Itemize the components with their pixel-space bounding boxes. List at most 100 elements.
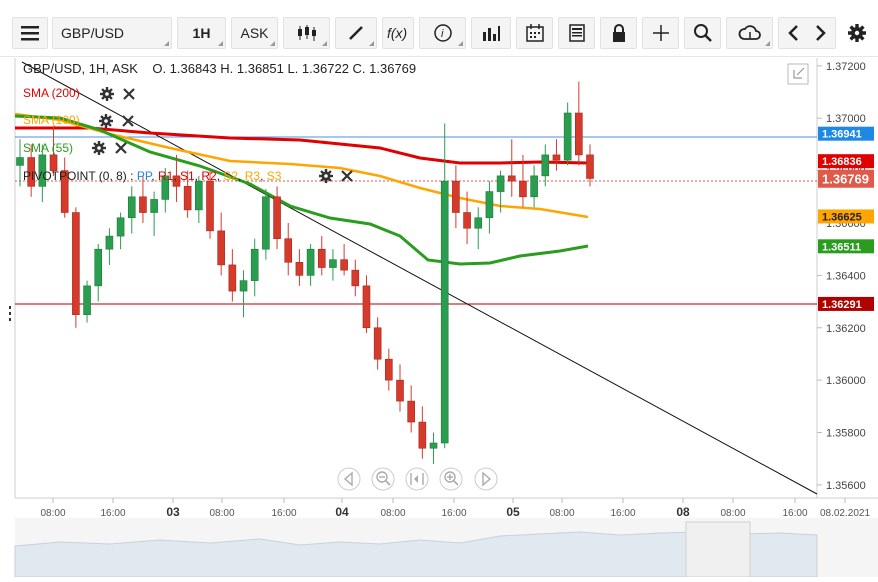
legend-sma-200-label: SMA (200) — [23, 86, 80, 100]
price-type-label: ASK — [240, 25, 269, 41]
lock-button[interactable] — [600, 17, 637, 49]
x-tick-label: 16:00 — [100, 508, 125, 519]
legend-icons — [92, 87, 353, 183]
calendar-button[interactable] — [516, 17, 553, 49]
price-chart[interactable]: 1.372001.370001.368001.366001.364001.362… — [0, 56, 878, 578]
price-badge-label: 1.36625 — [822, 211, 862, 223]
legend-pivot-label: PIVOTPOINT (0, 8) — [23, 169, 127, 183]
candle-body — [16, 157, 24, 166]
navigator-window[interactable] — [685, 521, 751, 578]
candle-body — [295, 261, 304, 276]
price-badge — [818, 169, 874, 188]
candle-body — [284, 238, 293, 263]
draw-tool-button[interactable] — [335, 17, 377, 49]
volume-button[interactable] — [471, 17, 511, 49]
sma-200-line — [15, 126, 589, 165]
symbol-selector[interactable]: GBP/USD — [52, 17, 172, 49]
x-tick-label: 08:00 — [720, 508, 745, 519]
crosshair-icon — [652, 25, 669, 41]
candle-body — [340, 259, 348, 271]
candle-body — [329, 259, 337, 268]
timeframe-label: 1H — [192, 25, 211, 41]
indicators-button[interactable]: f(x) — [382, 17, 414, 49]
candle-body — [507, 175, 516, 182]
zoom-in-icon[interactable] — [439, 467, 463, 491]
close-icon[interactable] — [341, 170, 353, 182]
candle-body — [496, 175, 505, 192]
y-tick-label: 1.36000 — [826, 375, 866, 387]
candle-body — [161, 175, 170, 200]
document-button[interactable] — [558, 17, 595, 49]
y-tick-label: 1.37200 — [826, 61, 866, 73]
y-tick-label: 1.36400 — [826, 270, 866, 282]
candle-body — [72, 212, 80, 315]
price-badges: 1.36941 1.36836 1.36769 1.36625 1.36511 1.362… — [818, 126, 874, 311]
price-badge-label: 1.36511 — [822, 241, 861, 253]
candle-body — [440, 180, 449, 444]
legend-sma-100[interactable]: SMA (100) — [23, 113, 80, 127]
gear-icon[interactable] — [100, 87, 114, 101]
timeframe-selector[interactable]: 1H — [177, 17, 226, 49]
price-type-selector[interactable]: ASK — [231, 17, 278, 49]
gear-icon — [848, 24, 866, 42]
candle-body — [127, 196, 136, 219]
cloud-button[interactable] — [726, 17, 773, 49]
chevron-right-icon[interactable] — [815, 24, 827, 42]
candle-body — [575, 112, 583, 156]
candle-body — [150, 199, 158, 213]
legend-sma-55[interactable]: SMA (55) — [23, 141, 73, 155]
price-badge — [818, 126, 874, 141]
close-icon[interactable] — [115, 142, 127, 154]
candles-icon — [297, 25, 316, 41]
gear-icon[interactable] — [92, 141, 106, 155]
zoom-out-icon[interactable] — [371, 467, 395, 491]
arrow-left-icon[interactable] — [337, 467, 361, 491]
candle-body — [139, 196, 147, 213]
menu-button[interactable] — [12, 17, 48, 49]
chevron-left-icon[interactable] — [787, 24, 799, 42]
legend-sma-200[interactable]: SMA (200) — [23, 86, 80, 100]
resize-handle[interactable] — [9, 306, 11, 321]
candle-body — [463, 212, 471, 229]
pivot-item-pp: PP — [136, 169, 152, 183]
info-icon: i — [433, 24, 452, 42]
close-icon[interactable] — [123, 88, 135, 100]
arrow-right-icon[interactable] — [474, 467, 498, 491]
x-tick-label: 16:00 — [271, 508, 296, 519]
x-tick-label: 16:00 — [441, 508, 466, 519]
candle-body — [306, 248, 315, 276]
x-tick-label: 08:00 — [549, 508, 574, 519]
settings-button[interactable] — [842, 17, 872, 49]
price-badge-label: 1.36941 — [822, 129, 862, 141]
info-button[interactable]: i — [419, 17, 466, 49]
candle-body — [317, 248, 326, 268]
cloud-icon — [738, 25, 761, 40]
svg-text:i: i — [441, 28, 444, 40]
gear-icon[interactable] — [319, 169, 333, 183]
chart-area[interactable]: 1.372001.370001.368001.366001.364001.362… — [0, 56, 878, 578]
fx-icon: f(x) — [387, 25, 407, 41]
calendar-icon — [525, 24, 544, 42]
gear-icon[interactable] — [99, 114, 113, 128]
lock-icon — [612, 24, 625, 42]
close-icon[interactable] — [122, 115, 134, 127]
candles-group — [16, 81, 594, 464]
candle-body — [586, 154, 594, 179]
expand-icon[interactable] — [787, 63, 809, 85]
x-tick-label: 08 — [676, 505, 690, 519]
candle-body — [116, 217, 125, 237]
legend-sma-55-label: SMA (55) — [23, 141, 74, 155]
candle-body — [183, 186, 192, 211]
legend-pivot[interactable]: PIVOTPOINT (0, 8) : PP, R1, S1, R2, S2, … — [23, 169, 282, 183]
reset-zoom-icon[interactable] — [405, 467, 429, 491]
zoom-button[interactable] — [684, 17, 721, 49]
chart-header: GBP/USD, 1H, ASK O. 1.36843 H. 1.36851 L… — [23, 61, 416, 76]
price-badge-label: 1.36291 — [822, 299, 862, 311]
crosshair-button[interactable] — [642, 17, 679, 49]
candle-body — [217, 230, 225, 266]
candle-body — [418, 421, 427, 449]
chart-type-button[interactable] — [283, 17, 330, 49]
candle-body — [172, 175, 181, 187]
candle-body — [250, 248, 259, 281]
toolbar: GBP/USD 1H ASK f(x) i — [0, 0, 878, 57]
